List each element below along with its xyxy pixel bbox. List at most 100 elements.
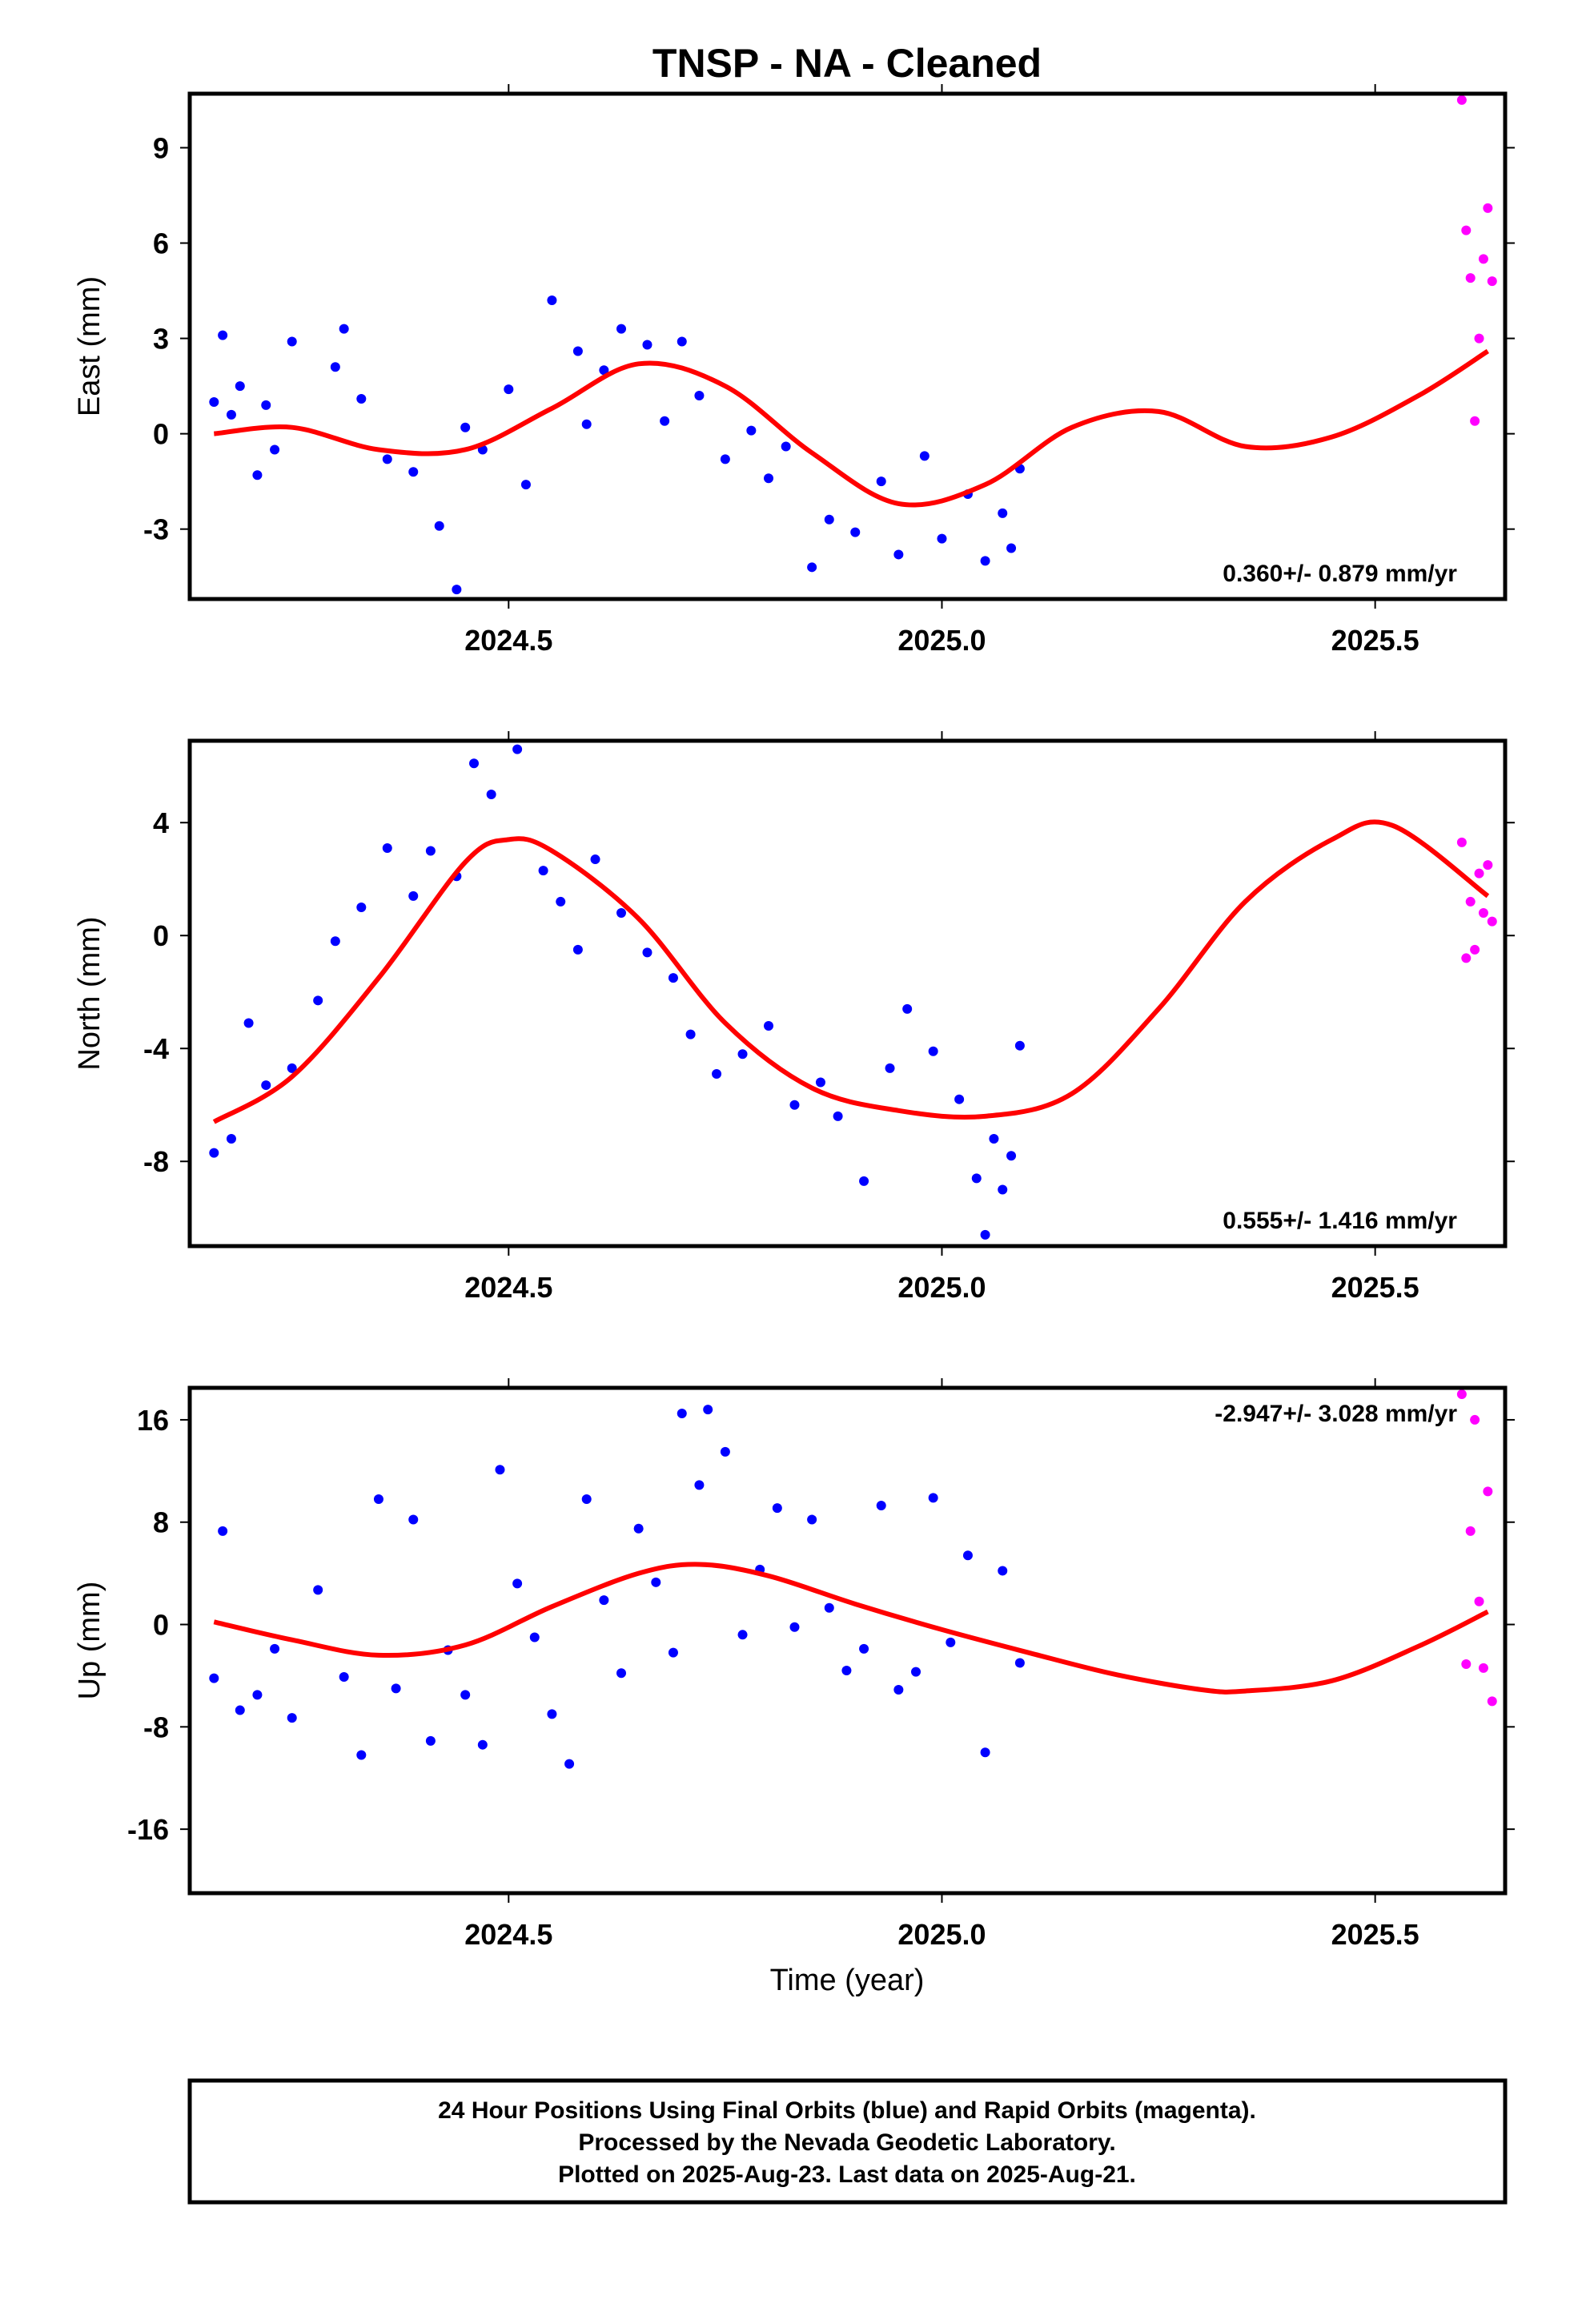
final-orbit-point bbox=[235, 381, 245, 392]
final-orbit-point bbox=[581, 419, 592, 429]
final-orbit-point bbox=[382, 842, 392, 853]
final-orbit-point bbox=[815, 1077, 825, 1088]
final-orbit-point bbox=[581, 1494, 592, 1504]
rapid-orbit-point bbox=[1461, 1659, 1472, 1670]
final-orbit-point bbox=[859, 1176, 869, 1186]
final-orbit-point bbox=[218, 1526, 228, 1536]
fit-line bbox=[214, 348, 1489, 508]
final-orbit-point bbox=[1006, 1151, 1017, 1161]
final-orbit-point bbox=[547, 295, 557, 305]
y-tick-label: 9 bbox=[153, 131, 169, 164]
final-orbit-point bbox=[677, 1408, 687, 1418]
final-orbit-point bbox=[356, 393, 367, 404]
x-tick-label: 2025.5 bbox=[1331, 624, 1419, 657]
final-orbit-point bbox=[971, 1173, 982, 1184]
final-orbit-point bbox=[677, 336, 687, 347]
final-orbit-point bbox=[876, 476, 886, 487]
rapid-orbit-point bbox=[1478, 254, 1488, 264]
final-orbit-point bbox=[946, 1637, 956, 1647]
final-orbit-point bbox=[226, 1134, 236, 1144]
final-orbit-point bbox=[495, 1465, 505, 1475]
final-orbit-point bbox=[313, 995, 323, 1006]
fit-line bbox=[213, 1562, 1489, 1695]
final-orbit-point bbox=[876, 1500, 886, 1510]
final-orbit-point bbox=[998, 1566, 1008, 1576]
final-orbit-point bbox=[287, 1063, 297, 1073]
final-orbit-point bbox=[928, 1046, 938, 1056]
rapid-orbit-point bbox=[1474, 1596, 1484, 1606]
final-orbit-point bbox=[919, 451, 930, 461]
final-orbit-point bbox=[998, 508, 1008, 518]
final-orbit-point bbox=[660, 416, 670, 426]
footer-line-1: 24 Hour Positions Using Final Orbits (bl… bbox=[438, 2097, 1256, 2124]
final-orbit-point bbox=[218, 330, 228, 340]
y-tick-label: 8 bbox=[153, 1506, 169, 1539]
rapid-orbit-point bbox=[1474, 868, 1484, 879]
rapid-orbit-point bbox=[1456, 1389, 1467, 1399]
footer-line-3: Plotted on 2025-Aug-23. Last data on 202… bbox=[558, 2161, 1136, 2188]
final-orbit-point bbox=[504, 384, 514, 395]
final-orbit-point bbox=[529, 1632, 540, 1642]
rate-label: -2.947+/- 3.028 mm/yr bbox=[1215, 1401, 1457, 1427]
rapid-orbit-point bbox=[1465, 1526, 1476, 1536]
rapid-orbit-point bbox=[1465, 896, 1476, 907]
final-orbit-point bbox=[252, 1690, 263, 1700]
final-orbit-point bbox=[590, 854, 600, 865]
y-tick-label: -16 bbox=[127, 1813, 169, 1846]
final-orbit-point bbox=[408, 467, 419, 477]
final-orbit-point bbox=[1014, 1040, 1025, 1051]
x-tick-label: 2025.0 bbox=[897, 1918, 986, 1951]
rate-label: 0.555+/- 1.416 mm/yr bbox=[1223, 1208, 1457, 1234]
final-orbit-point bbox=[989, 1134, 999, 1144]
final-orbit-point bbox=[330, 936, 340, 947]
final-orbit-point bbox=[572, 944, 583, 955]
final-orbit-point bbox=[911, 1667, 921, 1677]
final-orbit-point bbox=[477, 1739, 488, 1750]
final-orbit-point bbox=[772, 1503, 782, 1514]
y-tick-label: 0 bbox=[153, 919, 169, 952]
rapid-orbit-point bbox=[1470, 416, 1480, 426]
y-axis-label: East (mm) bbox=[73, 276, 106, 416]
final-orbit-point bbox=[841, 1666, 852, 1676]
final-orbit-point bbox=[954, 1094, 965, 1104]
up-panel: 2024.5 2025.0 2025.5 -16 -8 0 8 16 Up (mm) -2.947… bbox=[73, 1378, 1515, 1951]
rapid-orbit-point bbox=[1487, 276, 1497, 287]
final-orbit-point bbox=[685, 1029, 696, 1039]
final-orbit-point bbox=[339, 324, 349, 334]
final-orbit-point bbox=[520, 480, 531, 490]
fit-line bbox=[212, 819, 1490, 1124]
rapid-orbit-point bbox=[1474, 333, 1484, 344]
final-orbit-point bbox=[556, 896, 566, 907]
final-orbit-point bbox=[789, 1622, 800, 1632]
footer-line-2: Processed by the Nevada Geodetic Laborat… bbox=[578, 2129, 1115, 2156]
final-orbit-point bbox=[425, 846, 436, 856]
final-orbit-point bbox=[434, 521, 444, 531]
rapid-orbit-point bbox=[1487, 916, 1497, 927]
final-orbit-point bbox=[330, 362, 340, 372]
final-orbit-point bbox=[547, 1709, 557, 1719]
final-orbit-point bbox=[226, 409, 236, 420]
x-tick-label: 2024.5 bbox=[464, 1918, 552, 1951]
final-orbit-point bbox=[720, 454, 730, 464]
final-orbit-point bbox=[824, 1602, 834, 1613]
final-orbit-point bbox=[833, 1111, 843, 1121]
final-orbit-point bbox=[512, 1578, 523, 1589]
rapid-orbit-point bbox=[1456, 837, 1467, 847]
final-orbit-point bbox=[512, 744, 523, 754]
final-orbit-point bbox=[937, 533, 947, 544]
final-orbit-point bbox=[885, 1063, 895, 1073]
x-tick-label: 2025.0 bbox=[897, 624, 986, 657]
final-orbit-point bbox=[460, 422, 471, 432]
rapid-orbit-point bbox=[1483, 860, 1493, 870]
rapid-orbit-point bbox=[1470, 944, 1480, 955]
final-orbit-point bbox=[538, 866, 548, 876]
x-tick-label: 2025.5 bbox=[1331, 1918, 1419, 1951]
final-orbit-point bbox=[980, 1747, 990, 1758]
rapid-orbit-point bbox=[1478, 908, 1488, 919]
y-axis-label: North (mm) bbox=[73, 916, 106, 1070]
final-orbit-point bbox=[373, 1494, 383, 1504]
final-orbit-point bbox=[642, 340, 652, 350]
final-orbit-point bbox=[243, 1018, 254, 1028]
final-orbit-point bbox=[980, 556, 990, 566]
